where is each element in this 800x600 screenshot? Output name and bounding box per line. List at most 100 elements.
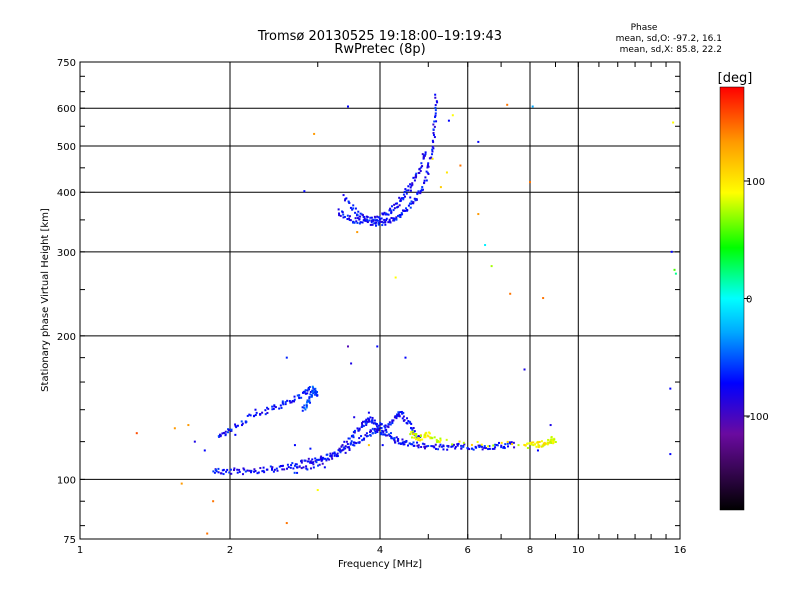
trace-point xyxy=(398,215,401,218)
trace-point xyxy=(259,467,262,470)
trace-point xyxy=(385,431,388,434)
trace-point xyxy=(415,435,418,438)
trace-point xyxy=(380,427,383,430)
trace-point xyxy=(415,198,418,201)
data-point xyxy=(309,447,312,450)
trace-point xyxy=(305,467,308,470)
trace-point xyxy=(284,401,287,404)
trace-point xyxy=(338,447,341,450)
trace-point xyxy=(348,447,351,450)
trace-point xyxy=(395,436,398,439)
trace-point xyxy=(293,471,296,474)
trace-point xyxy=(317,464,320,467)
data-point xyxy=(409,196,412,199)
trace-point xyxy=(315,458,318,461)
colorbar-label: [deg] xyxy=(718,71,753,86)
trace-point xyxy=(348,449,351,452)
trace-point xyxy=(291,462,294,465)
x-tick-label: 16 xyxy=(674,545,687,556)
trace-point xyxy=(383,425,386,428)
trace-point xyxy=(288,400,291,403)
trace-point xyxy=(228,471,231,474)
trace-point xyxy=(434,96,437,99)
trace-point xyxy=(264,413,267,416)
trace-point xyxy=(387,213,390,216)
trace-point xyxy=(425,431,428,434)
trace-point xyxy=(432,128,435,131)
trace-point xyxy=(358,437,361,440)
trace-point xyxy=(472,448,475,451)
trace-point xyxy=(397,214,400,217)
trace-point xyxy=(364,434,367,437)
trace-point xyxy=(337,449,340,452)
trace-point xyxy=(417,444,420,447)
trace-point xyxy=(403,440,406,443)
trace-point xyxy=(307,388,310,391)
trace-point xyxy=(230,428,233,431)
trace-point xyxy=(308,396,311,399)
trace-point xyxy=(267,407,270,410)
trace-point xyxy=(305,465,308,468)
data-point xyxy=(346,345,349,348)
trace-point xyxy=(213,471,216,474)
trace-point xyxy=(380,432,383,435)
data-point xyxy=(669,387,672,390)
trace-point xyxy=(300,467,303,470)
trace-point xyxy=(314,393,317,396)
trace-point xyxy=(259,413,262,416)
trace-point xyxy=(427,162,430,165)
trace-point xyxy=(537,445,540,448)
trace-point xyxy=(346,443,349,446)
trace-point xyxy=(302,466,305,469)
trace-point xyxy=(416,441,419,444)
trace-point xyxy=(384,424,387,427)
trace-point xyxy=(238,470,241,473)
trace-point xyxy=(225,470,228,473)
trace-point xyxy=(303,406,306,409)
trace-point xyxy=(229,468,232,471)
trace-point xyxy=(439,443,442,446)
trace-point xyxy=(532,444,535,447)
trace-point xyxy=(407,185,410,188)
trace-point xyxy=(415,175,418,178)
trace-point xyxy=(230,429,233,432)
trace-point xyxy=(389,207,392,210)
data-points xyxy=(135,93,677,535)
trace-point xyxy=(284,403,287,406)
data-point xyxy=(135,432,138,435)
data-point xyxy=(531,105,534,108)
trace-point xyxy=(415,172,418,175)
trace-point xyxy=(438,440,441,443)
trace-point xyxy=(346,446,349,449)
trace-point xyxy=(434,112,437,115)
trace-point xyxy=(446,448,449,451)
trace-point xyxy=(305,403,308,406)
data-point xyxy=(173,427,176,430)
trace-point xyxy=(245,420,248,423)
trace-point xyxy=(413,179,416,182)
trace-point xyxy=(393,439,396,442)
trace-point xyxy=(424,445,427,448)
trace-point xyxy=(421,442,424,445)
trace-point xyxy=(493,447,496,450)
data-point xyxy=(477,140,480,143)
trace-point xyxy=(423,445,426,448)
trace-point xyxy=(381,220,384,223)
trace-point xyxy=(401,213,404,216)
trace-point xyxy=(399,411,402,414)
trace-point xyxy=(381,212,384,215)
trace-point xyxy=(261,411,264,414)
data-point xyxy=(439,186,442,189)
trace-point xyxy=(408,421,411,424)
trace-point xyxy=(410,422,413,425)
trace-point xyxy=(397,439,400,442)
colorbar: [deg] 100 0 -100 xyxy=(718,71,769,511)
trace-point xyxy=(397,442,400,445)
data-point xyxy=(490,265,493,268)
trace-point xyxy=(376,425,379,428)
trace-point xyxy=(468,448,471,451)
trace-point xyxy=(375,221,378,224)
trace-point xyxy=(463,443,466,446)
trace-point xyxy=(393,207,396,210)
trace-point xyxy=(236,424,239,427)
